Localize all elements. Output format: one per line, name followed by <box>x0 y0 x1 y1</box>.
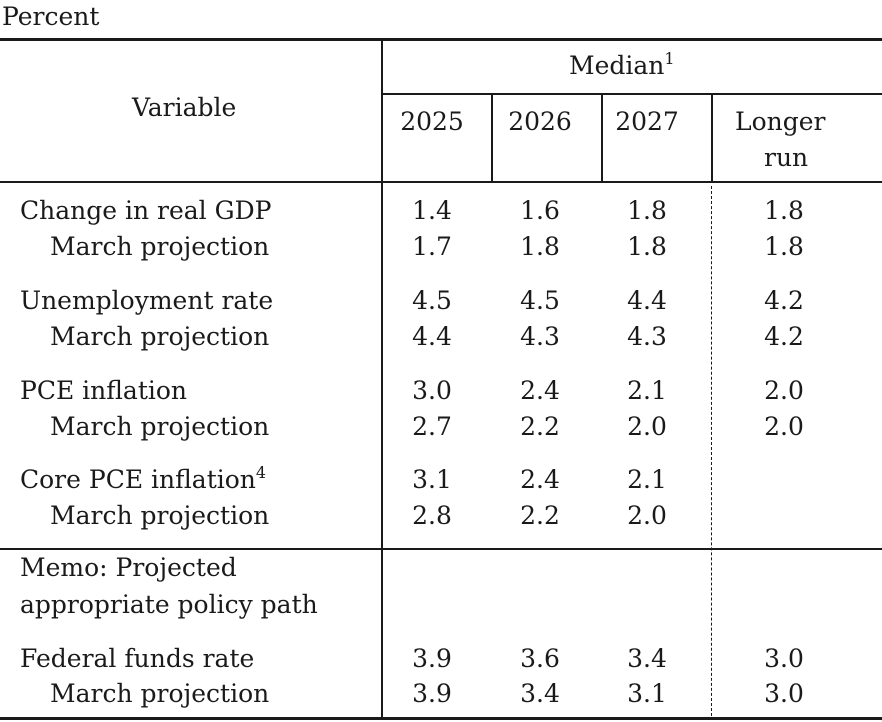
table-cell: 1.8 <box>764 232 804 261</box>
table-cell: 3.0 <box>412 376 452 405</box>
table-cell: 3.0 <box>764 644 804 673</box>
row-label: March projection <box>50 503 269 528</box>
variable-header: Variable <box>132 93 237 122</box>
col-header-2027: 2027 <box>615 107 679 136</box>
row-label-text: Federal funds rate <box>20 644 255 673</box>
table-cell: 2.0 <box>764 412 804 441</box>
table-cell: 3.9 <box>412 644 452 673</box>
table-cell: 4.2 <box>764 286 804 315</box>
table-cell: 1.4 <box>412 196 452 225</box>
col-header-2025: 2025 <box>400 107 464 136</box>
median-label: Median <box>569 51 665 80</box>
median-rule <box>381 93 882 95</box>
row-label: Change in real GDP <box>20 198 271 223</box>
table-cell: 4.5 <box>520 286 560 315</box>
row-label: Federal funds rate <box>20 646 254 671</box>
row-label-text: March projection <box>50 501 270 530</box>
variable-column-divider <box>381 40 383 717</box>
table-cell: 3.6 <box>520 644 560 673</box>
longer-run-dashed-divider <box>711 186 712 716</box>
table-cell: 1.6 <box>520 196 560 225</box>
table-cell: 2.0 <box>627 501 667 530</box>
row-label-text: March projection <box>50 232 270 261</box>
row-label: PCE inflation <box>20 378 187 403</box>
col-2027-longer-divider <box>711 94 713 181</box>
row-label: Core PCE inflation4 <box>20 465 266 494</box>
row-label-text: PCE inflation <box>20 376 188 405</box>
table-cell: 4.3 <box>520 322 560 351</box>
table-cell: 3.4 <box>627 644 667 673</box>
table-top-rule <box>0 38 882 41</box>
table-cell: 1.8 <box>627 232 667 261</box>
table-cell: 3.9 <box>412 679 452 708</box>
row-footnote: 4 <box>255 463 267 482</box>
table-cell: 4.3 <box>627 322 667 351</box>
table-cell: 2.2 <box>520 412 560 441</box>
median-footnote: 1 <box>664 49 675 68</box>
table-cell: 2.8 <box>412 501 452 530</box>
table-cell: 2.4 <box>520 376 560 405</box>
memo-rule <box>0 548 882 550</box>
table-cell: 2.0 <box>764 376 804 405</box>
col-header-run: run <box>764 143 809 172</box>
table-cell: 3.1 <box>627 679 667 708</box>
row-label-text: March projection <box>50 322 270 351</box>
row-label: March projection <box>50 324 269 349</box>
table-cell: 4.4 <box>412 322 452 351</box>
table-cell: 4.4 <box>627 286 667 315</box>
table-cell: 1.8 <box>764 196 804 225</box>
table-bottom-rule <box>0 717 882 720</box>
table-cell: 3.1 <box>412 465 452 494</box>
row-label: March projection <box>50 681 269 706</box>
col-header-longer: Longer <box>735 107 826 136</box>
table-cell: 1.8 <box>627 196 667 225</box>
median-header: Median1 <box>569 51 675 80</box>
col-header-2026: 2026 <box>508 107 572 136</box>
row-label: March projection <box>50 234 269 259</box>
table-cell: 4.5 <box>412 286 452 315</box>
memo-line-1: Memo: Projected <box>20 553 237 582</box>
row-label-text: Core PCE inflation <box>20 465 256 494</box>
table-cell: 1.7 <box>412 232 452 261</box>
col-2026-2027-divider <box>601 94 603 181</box>
table-cell: 4.2 <box>764 322 804 351</box>
row-label: March projection <box>50 414 269 439</box>
row-label-text: Change in real GDP <box>20 196 272 225</box>
row-label-text: March projection <box>50 679 270 708</box>
unit-label: Percent <box>2 2 100 31</box>
table-cell: 2.1 <box>627 465 667 494</box>
row-label-text: Unemployment rate <box>20 286 274 315</box>
row-label-text: March projection <box>50 412 270 441</box>
row-label: Unemployment rate <box>20 288 273 313</box>
table-cell: 2.7 <box>412 412 452 441</box>
memo-line-2: appropriate policy path <box>20 590 318 619</box>
table-cell: 2.2 <box>520 501 560 530</box>
table-cell: 2.0 <box>627 412 667 441</box>
table-cell: 2.1 <box>627 376 667 405</box>
table-cell: 1.8 <box>520 232 560 261</box>
table-cell: 3.0 <box>764 679 804 708</box>
col-2025-2026-divider <box>491 94 493 181</box>
table-cell: 3.4 <box>520 679 560 708</box>
header-bottom-rule <box>0 181 882 183</box>
table-cell: 2.4 <box>520 465 560 494</box>
